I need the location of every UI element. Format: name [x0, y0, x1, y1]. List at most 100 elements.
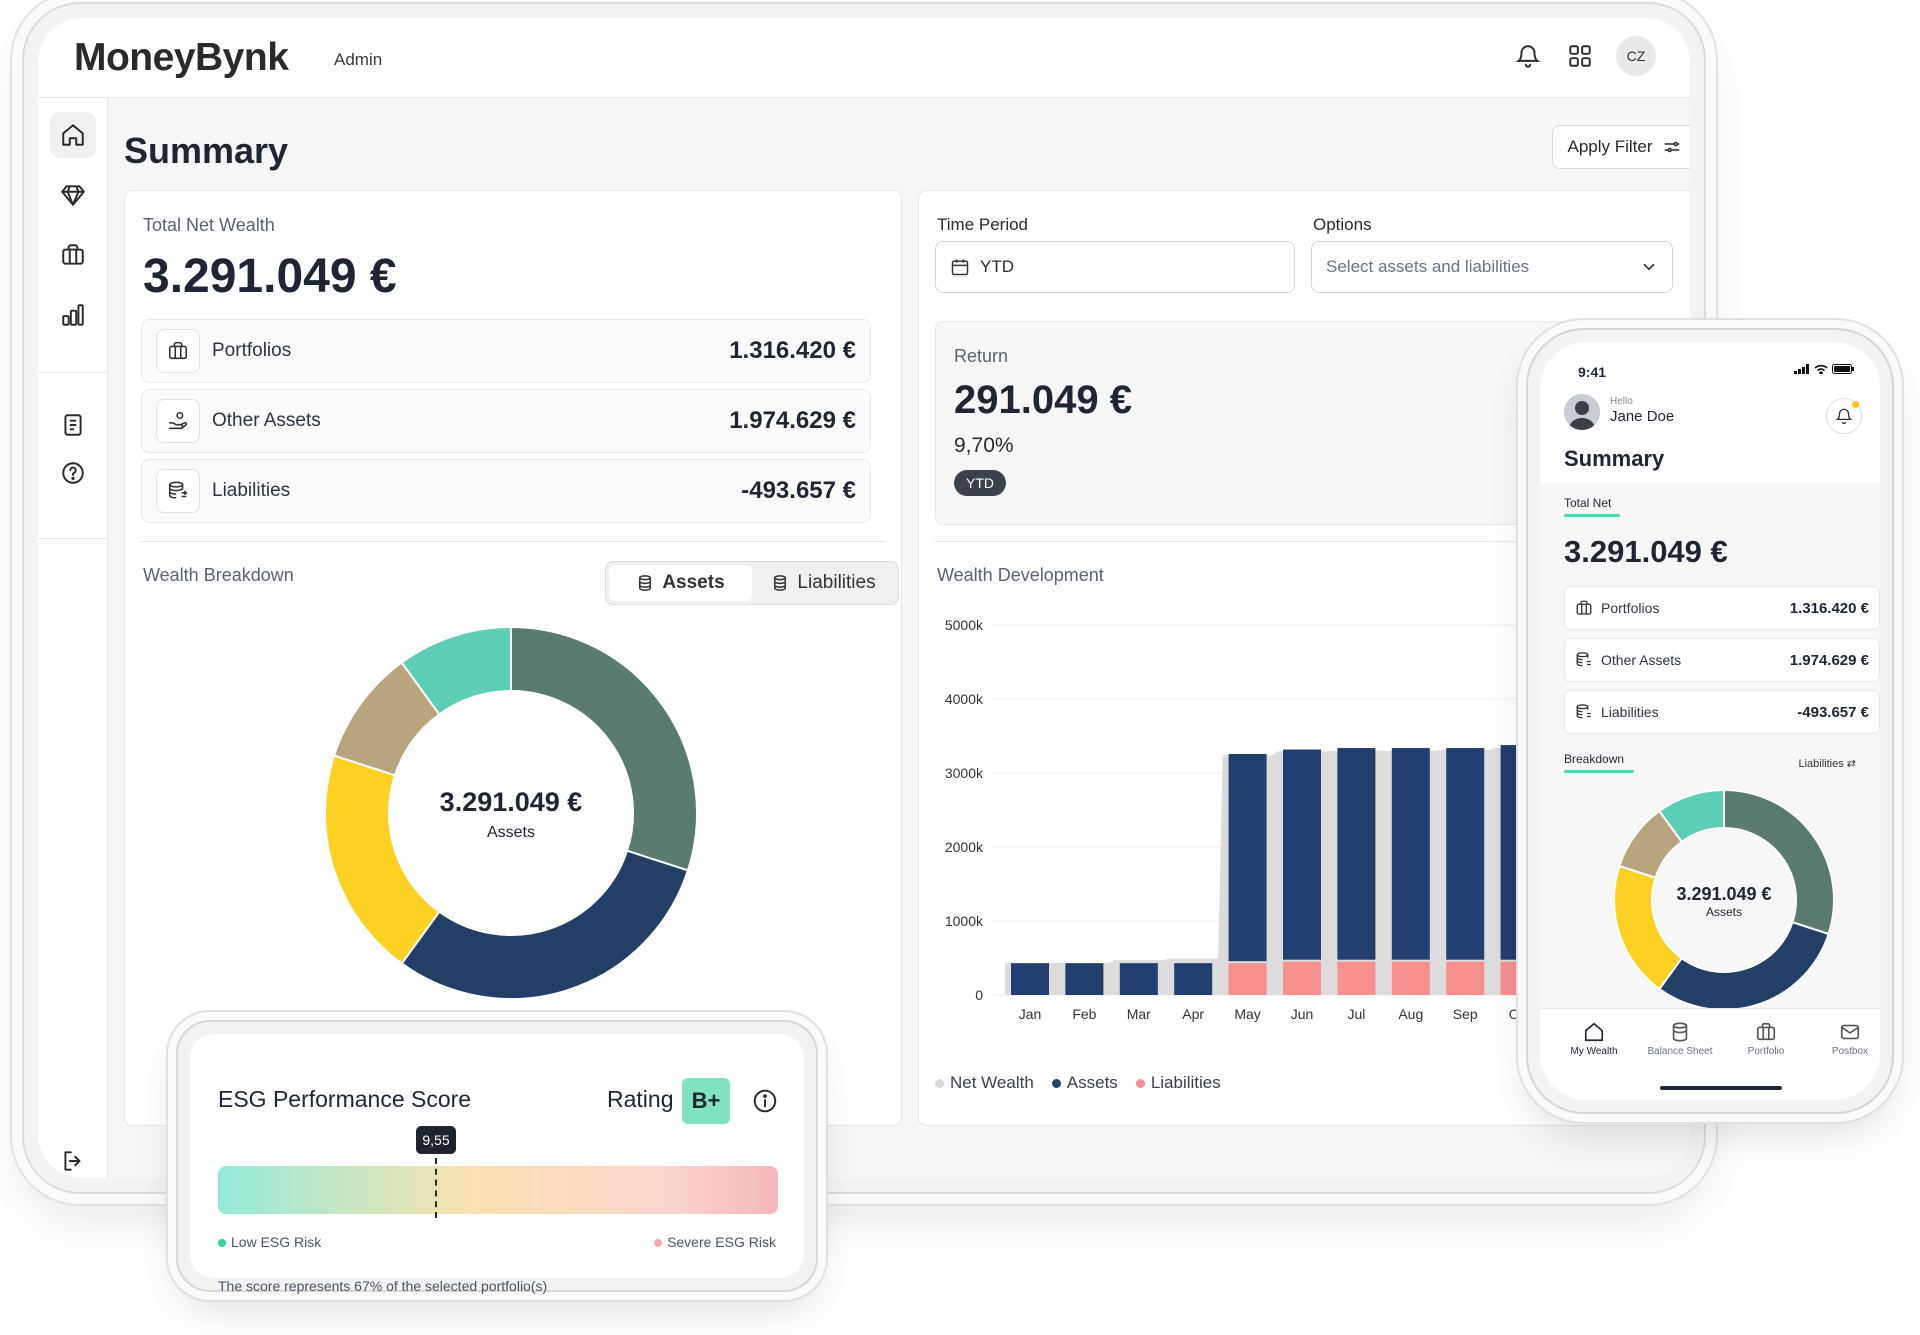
- nav-balance-sheet[interactable]: Balance Sheet: [1640, 1021, 1720, 1057]
- row-value: 1.316.420 €: [729, 337, 856, 364]
- esg-score-marker: [435, 1158, 437, 1218]
- esg-rating-label: Rating: [607, 1086, 674, 1112]
- row-value: -493.657 €: [741, 477, 856, 504]
- user-name: Jane Doe: [1610, 408, 1675, 425]
- options-placeholder: Select assets and liabilities: [1326, 257, 1530, 276]
- bar-liabilities: [1391, 961, 1430, 995]
- donut-segment-2: [324, 754, 441, 965]
- donut-segment-4: [400, 625, 512, 716]
- bar-assets: [1174, 963, 1213, 995]
- mobile-row-other-assets[interactable]: Other Assets 1.974.629 €: [1564, 638, 1880, 682]
- wealth-development-label: Wealth Development: [937, 565, 1104, 585]
- esg-score-bar: [218, 1166, 778, 1214]
- tab-total-net[interactable]: Total Net: [1564, 496, 1612, 510]
- x-tick-label: Aug: [1398, 1006, 1423, 1022]
- wealth-row-other-assets[interactable]: Other Assets 1.974.629 €: [141, 389, 871, 453]
- sidebar-item-help[interactable]: [50, 450, 96, 496]
- user-avatar-photo[interactable]: [1564, 394, 1600, 430]
- tab-breakdown[interactable]: Breakdown: [1564, 752, 1625, 766]
- coins-icon: [1672, 1022, 1688, 1042]
- donut-segment-2: [1613, 864, 1684, 991]
- esg-low-risk-legend: Low ESG Risk: [218, 1234, 321, 1250]
- options-select[interactable]: Select assets and liabilities: [1311, 241, 1673, 293]
- tablet-frame: MoneyBynk Admin CZ: [22, 2, 1706, 1194]
- mobile-donut-value: 3.291.049 €: [1676, 884, 1771, 904]
- document-icon: [64, 414, 82, 436]
- x-tick-label: May: [1234, 1006, 1260, 1022]
- row-name: Portfolios: [212, 340, 292, 361]
- donut-segment-1: [1657, 920, 1830, 1011]
- y-tick-label: 4000k: [945, 691, 984, 707]
- top-actions: CZ: [1512, 36, 1656, 76]
- coins-icon: [1576, 704, 1591, 719]
- page-title: Summary: [124, 130, 289, 171]
- esg-card-frame: ESG Performance Score Rating B+ 9,55 Low…: [176, 1020, 818, 1294]
- donut-segment-4: [1657, 788, 1725, 844]
- y-tick-label: 1000k: [945, 913, 984, 929]
- battery-icon: [1832, 364, 1854, 374]
- time-period-field[interactable]: YTD: [935, 241, 1295, 293]
- esg-card: ESG Performance Score Rating B+ 9,55 Low…: [190, 1034, 804, 1294]
- bell-icon[interactable]: [1512, 40, 1544, 72]
- mobile-breakdown-donut: 3.291.049 € Assets: [1613, 788, 1835, 1011]
- mobile-row-liabilities[interactable]: Liabilities -493.657 €: [1564, 690, 1880, 734]
- bell-icon[interactable]: [1826, 398, 1862, 434]
- coins-stack-icon: [156, 469, 200, 513]
- time-period-label: Time Period: [937, 215, 1029, 234]
- bar-chart-icon: [62, 304, 84, 326]
- bar-assets: [1283, 749, 1321, 960]
- signal-icon: [1794, 364, 1809, 374]
- wealth-row-liabilities[interactable]: Liabilities -493.657 €: [141, 459, 871, 523]
- bar-assets: [1011, 963, 1049, 995]
- apply-filter-label: Apply Filter: [1567, 137, 1653, 156]
- home-icon: [1584, 1022, 1604, 1042]
- apps-grid-icon[interactable]: [1564, 40, 1596, 72]
- help-circle-icon: [62, 462, 84, 484]
- sidebar-item-assets[interactable]: [50, 172, 96, 218]
- assets-liabilities-toggle: Assets Liabilities: [605, 561, 899, 605]
- logout-icon: [64, 1151, 81, 1171]
- return-value: 291.049 €: [954, 378, 1132, 422]
- donut-center-value: 3.291.049 €: [440, 787, 583, 817]
- x-tick-label: Feb: [1072, 1006, 1096, 1022]
- nav-my-wealth[interactable]: My Wealth: [1554, 1021, 1634, 1057]
- net-wealth-card: Total Net Wealth 3.291.049 € Portfolios …: [124, 190, 902, 1126]
- y-tick-label: 3000k: [945, 765, 984, 781]
- sidebar-item-home[interactable]: [50, 112, 96, 158]
- row-name: Other Assets: [212, 410, 321, 431]
- user-avatar[interactable]: CZ: [1616, 36, 1656, 76]
- calendar-icon: [951, 259, 969, 276]
- wealth-development-chart: 0 1000k 2000k 3000k 4000k 5000k Jan Feb Mar Apr Ma…: [945, 617, 1539, 1022]
- wealth-row-portfolios[interactable]: Portfolios 1.316.420 €: [141, 319, 871, 383]
- net-wealth-label: Total Net Wealth: [143, 215, 275, 235]
- mail-icon: [1840, 1024, 1860, 1040]
- dashboard-screen: MoneyBynk Admin CZ: [38, 18, 1690, 1178]
- home-icon: [62, 124, 84, 146]
- bar-assets: [1337, 748, 1376, 960]
- briefcase-icon: [1756, 1022, 1776, 1041]
- toggle-liabilities[interactable]: Liabilities: [752, 565, 895, 601]
- toggle-liabilities-label: Liabilities: [797, 572, 876, 593]
- y-tick-label: 0: [975, 987, 983, 1003]
- sidebar-item-documents[interactable]: [50, 402, 96, 448]
- apply-filter-button[interactable]: Apply Filter: [1552, 125, 1690, 169]
- legend-net-wealth: Net Wealth: [935, 1073, 1034, 1093]
- esg-rating-badge: B+: [682, 1078, 730, 1124]
- net-wealth-value: 3.291.049 €: [143, 250, 397, 303]
- info-icon[interactable]: [752, 1088, 778, 1114]
- nav-portfolio[interactable]: Portfolio: [1726, 1021, 1806, 1057]
- donut-segment-0: [510, 625, 698, 872]
- phone-frame: 9:41 Hello Jane Doe Summary Total Net 3.…: [1526, 328, 1894, 1114]
- greeting: Hello: [1610, 396, 1633, 407]
- mobile-row-portfolios[interactable]: Portfolios 1.316.420 €: [1564, 586, 1880, 630]
- sidebar-item-portfolio[interactable]: [50, 232, 96, 278]
- mobile-liabilities-toggle[interactable]: Liabilities ⇄: [1798, 758, 1856, 770]
- bar-assets: [1228, 753, 1267, 962]
- sidebar-item-reports[interactable]: [50, 292, 96, 338]
- tab-indicator: [1564, 770, 1634, 773]
- nav-postbox[interactable]: Postbox: [1810, 1021, 1880, 1057]
- sidebar-item-logout[interactable]: [50, 1138, 96, 1178]
- toggle-assets[interactable]: Assets: [609, 565, 752, 601]
- x-tick-label: Jul: [1347, 1006, 1365, 1022]
- section-divider: [141, 541, 885, 542]
